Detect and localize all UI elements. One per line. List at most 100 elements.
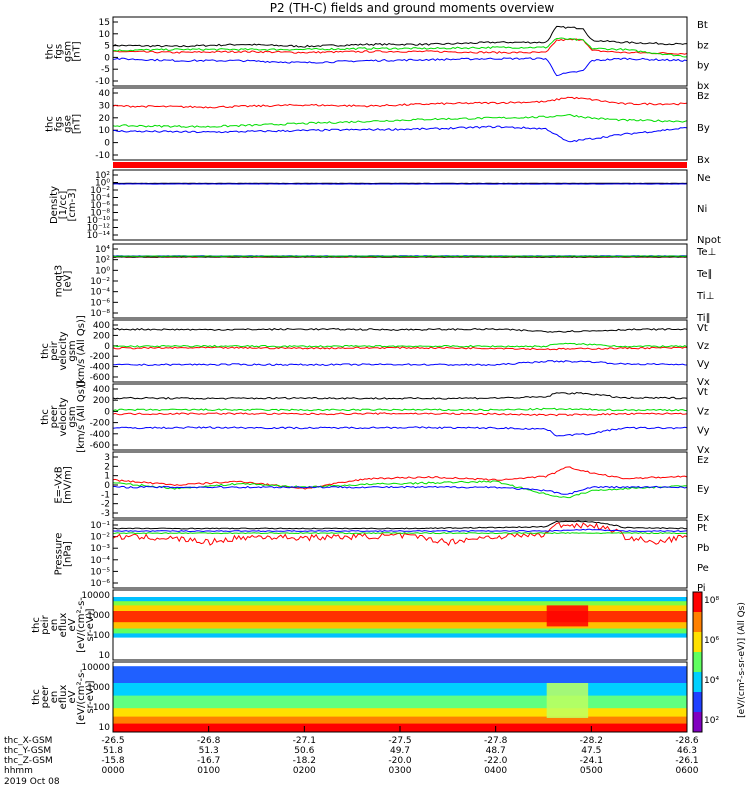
spectrogram-band bbox=[113, 683, 687, 697]
legend-entry: Bz bbox=[697, 91, 709, 102]
y-tick-label: 10 bbox=[99, 651, 111, 661]
colorbar-tick: 10⁸ bbox=[704, 596, 719, 606]
x-tick-label: -24.1 bbox=[580, 756, 603, 766]
y-tick-label: 10⁰ bbox=[95, 179, 110, 189]
spectrogram-band bbox=[113, 666, 687, 684]
panel-frame bbox=[112, 16, 688, 87]
series-line-Bz bbox=[112, 96, 688, 109]
y-axis-title-line: peir bbox=[40, 614, 51, 634]
legend-entry: Vx bbox=[697, 445, 710, 456]
y-tick-label: 10⁻¹⁴ bbox=[87, 231, 111, 241]
x-tick-label: -27.1 bbox=[293, 736, 316, 746]
panel-frame bbox=[112, 169, 688, 241]
x-tick-label: -18.2 bbox=[293, 756, 316, 766]
y-tick-label: -400 bbox=[90, 430, 111, 440]
colorbar-segment bbox=[693, 672, 702, 693]
y-tick-label: -200 bbox=[90, 419, 111, 429]
y-axis-title-line: [1/cc] bbox=[58, 191, 69, 220]
legend-entry: Ex bbox=[697, 513, 709, 524]
y-axis-title-line: eV bbox=[67, 618, 78, 631]
x-tick-label: 0200 bbox=[293, 766, 316, 776]
y-tick-label: -10 bbox=[95, 77, 110, 87]
colorbar-segment bbox=[693, 612, 702, 633]
y-axis-title-line: gse bbox=[63, 115, 74, 133]
colorbar-segment bbox=[693, 712, 702, 733]
x-tick-label: 51.3 bbox=[199, 746, 219, 756]
legend-entry: Ti∥ bbox=[696, 313, 711, 324]
y-tick-label: 3 bbox=[104, 453, 110, 463]
colorbar-segment bbox=[693, 652, 702, 673]
y-axis-title-line: thc bbox=[45, 44, 56, 60]
x-axis-labels: thc_X-GSM -26.5 -26.8 -27.1 -27.5 -27.8 -28.2 -… bbox=[4, 726, 699, 787]
figure-title: P2 (TH-C) fields and ground moments over… bbox=[270, 1, 555, 15]
y-axis-title-line: [eV] bbox=[63, 271, 74, 292]
y-tick-label: 10⁻⁴ bbox=[90, 194, 110, 204]
spectrogram-band bbox=[113, 605, 687, 612]
x-tick-label: -22.0 bbox=[484, 756, 508, 766]
x-row-label: thc_X-GSM bbox=[4, 736, 52, 746]
series-line-Vt bbox=[112, 391, 688, 400]
y-tick-label: -600 bbox=[90, 441, 111, 451]
legend-entry: Vy bbox=[697, 426, 710, 437]
series-line-Vz bbox=[112, 412, 688, 417]
legend-entry: Pi bbox=[697, 583, 706, 594]
y-tick-label: 10⁰ bbox=[95, 266, 110, 276]
spectrogram-band bbox=[113, 695, 687, 709]
legend-entry: Ni bbox=[697, 204, 707, 215]
x-row-label: thc_Y-GSM bbox=[4, 746, 51, 756]
y-tick-label: 400 bbox=[93, 321, 110, 331]
x-tick-label: 0100 bbox=[197, 766, 220, 776]
panel-frame bbox=[112, 87, 688, 161]
y-axis-title-line: [cm-3] bbox=[67, 188, 78, 221]
y-tick-label: 5 bbox=[104, 42, 110, 52]
y-axis-title-line: thc bbox=[40, 409, 51, 425]
series-line-Vx bbox=[112, 360, 688, 367]
y-tick-label: 10⁻⁸ bbox=[90, 209, 110, 219]
series-line-Pb bbox=[112, 522, 688, 547]
legend-entry: Te∥ bbox=[696, 269, 713, 280]
y-tick-label: 0 bbox=[104, 53, 110, 63]
y-tick-label: 10⁻¹⁰ bbox=[87, 216, 111, 226]
series-line-by bbox=[112, 37, 688, 58]
y-axis-title-line: [nT] bbox=[72, 41, 83, 61]
legend-entry: bx bbox=[697, 81, 709, 92]
y-tick-label: 0 bbox=[104, 481, 110, 491]
y-axis-title-line: [nT] bbox=[72, 114, 83, 134]
series-line-Vt bbox=[112, 327, 688, 333]
panel-frame bbox=[112, 451, 688, 519]
spectrogram-band bbox=[113, 628, 687, 634]
x-tick-label: 51.8 bbox=[103, 746, 123, 756]
x-tick-label: 0500 bbox=[580, 766, 603, 776]
spectrogram-band bbox=[113, 590, 687, 598]
y-tick-label: 10⁻⁶ bbox=[90, 579, 110, 589]
y-tick-label: 30 bbox=[99, 101, 111, 111]
x-tick-label: -28.2 bbox=[580, 736, 603, 746]
series-line-Ey bbox=[112, 480, 688, 499]
panel-frame bbox=[112, 383, 688, 451]
y-tick-label: 10 bbox=[99, 723, 111, 733]
spectrogram-band bbox=[113, 662, 687, 667]
y-tick-label: 10⁻² bbox=[90, 186, 110, 196]
y-tick-label: 100 bbox=[93, 631, 110, 641]
spectrogram-band bbox=[113, 597, 687, 602]
spectrogram-band bbox=[113, 708, 687, 718]
panels: thcfgsgsm[nT]151050-5-10Btbzbybxthcfgsgs… bbox=[31, 16, 721, 733]
y-axis-title-line: thc bbox=[45, 116, 56, 132]
y-tick-label: 10² bbox=[95, 171, 110, 181]
series-line-bz bbox=[112, 38, 688, 55]
panel-frame bbox=[112, 519, 688, 589]
series-line-Pt bbox=[112, 520, 688, 530]
series-line-Pe bbox=[112, 532, 687, 535]
legend-entry: Te⊥ bbox=[696, 247, 716, 258]
colorbar-tick: 10⁶ bbox=[704, 636, 719, 646]
y-tick-label: 20 bbox=[99, 114, 111, 124]
colorbar-label: [eV/(cm²-s-sr-eV)] (All Qs) bbox=[737, 602, 747, 718]
y-tick-label: -2 bbox=[101, 500, 110, 510]
